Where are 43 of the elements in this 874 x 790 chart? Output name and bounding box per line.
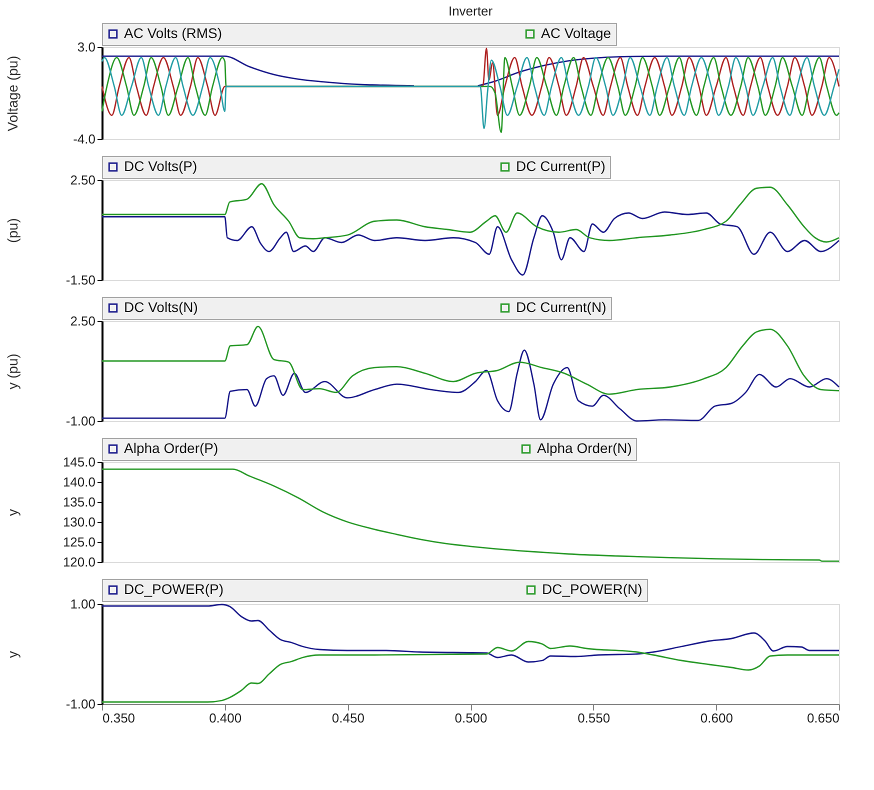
line-series	[101, 349, 840, 422]
x-tick-label: 0.550	[578, 710, 610, 726]
legend-label: DC Current(N)	[516, 299, 606, 315]
x-tick-label: 0.500	[454, 710, 488, 726]
line-series	[101, 604, 840, 663]
legend-label: DC Volts(N)	[124, 299, 198, 315]
y-axis-title: Voltage (pu)	[4, 56, 20, 132]
y-axis-title: (pu)	[4, 218, 20, 243]
x-tick-label: 0.600	[700, 710, 733, 726]
legend-label: DC_POWER(P)	[124, 581, 224, 597]
x-tick-label: 0.350	[102, 710, 136, 726]
line-series	[101, 183, 840, 243]
y-tick-label: 1.00	[70, 596, 96, 612]
y-tick-label: 2.50	[70, 314, 96, 328]
y-tick-label: 3.0	[77, 40, 96, 54]
y-tick-label: -1.00	[66, 696, 96, 712]
y-tick-label: -1.50	[66, 272, 96, 288]
y-tick-label: 125.0	[62, 534, 96, 550]
y-axis-title: y	[4, 509, 20, 516]
legend-label: Alpha Order(N)	[537, 440, 632, 456]
y-axis-title: y (pu)	[4, 354, 20, 390]
line-series	[101, 468, 840, 562]
y-tick-label: 135.0	[62, 494, 96, 510]
y-tick-label: -4.0	[73, 132, 96, 146]
x-tick-label: 0.450	[332, 710, 364, 726]
line-series	[101, 326, 840, 395]
y-tick-label: -1.00	[66, 414, 96, 428]
y-tick-label: 140.0	[62, 474, 96, 490]
chart-title: Inverter	[448, 4, 494, 18]
y-tick-label: 120.0	[62, 554, 96, 570]
y-tick-label: 2.50	[70, 172, 96, 188]
line-series	[101, 211, 840, 276]
y-axis-title: y	[4, 651, 20, 658]
legend-label: AC Voltage	[541, 25, 612, 41]
x-tick-label: 0.650	[806, 710, 840, 726]
legend-label: DC_POWER(N)	[542, 581, 642, 597]
legend-label: DC Volts(P)	[124, 158, 198, 174]
y-tick-label: 130.0	[62, 514, 96, 530]
y-tick-label: 145.0	[62, 454, 96, 470]
legend-label: DC Current(P)	[516, 158, 606, 174]
legend-label: Alpha Order(P)	[124, 440, 218, 456]
x-tick-label: 0.400	[209, 710, 242, 726]
legend-label: AC Volts (RMS)	[124, 25, 222, 41]
